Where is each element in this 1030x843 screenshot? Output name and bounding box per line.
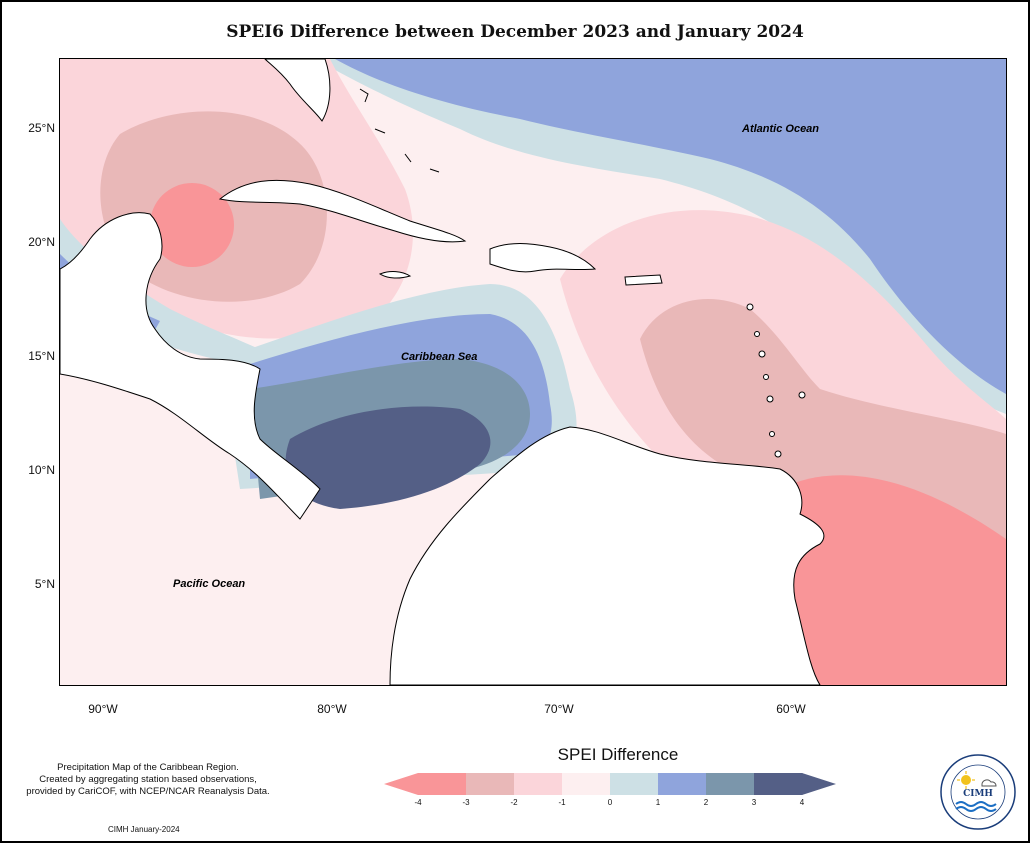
- lat-label-10n: 10°N: [28, 463, 55, 477]
- cimh-logo: CIMH: [938, 752, 1018, 837]
- source-note: Precipitation Map of the Caribbean Regio…: [8, 762, 288, 798]
- legend-swatch: [466, 773, 515, 795]
- negative-3-4-west-core: [150, 183, 234, 267]
- spei-map: [60, 59, 1006, 685]
- legend-swatch: [610, 773, 659, 795]
- island: [754, 331, 760, 337]
- lat-label-20n: 20°N: [28, 235, 55, 249]
- legend-colorbar: [384, 770, 836, 801]
- legend-tick-label: -3: [462, 798, 470, 807]
- legend-tick-label: -4: [414, 798, 422, 807]
- island: [404, 153, 412, 163]
- legend-tick-label: 0: [607, 798, 613, 807]
- island: [763, 374, 769, 380]
- legend-arrow-low: [384, 773, 418, 795]
- lesser-antilles: [746, 303, 806, 458]
- florida: [264, 59, 331, 122]
- lat-label-15n: 15°N: [28, 349, 55, 363]
- legend-arrow-high: [802, 773, 836, 795]
- legend-swatch: [754, 773, 803, 795]
- legend-tick-label: 1: [655, 798, 661, 807]
- legend-swatch: [706, 773, 755, 795]
- island: [766, 395, 774, 403]
- lat-label-25n: 25°N: [28, 121, 55, 135]
- bahamas: [359, 88, 440, 173]
- jamaica: [378, 271, 412, 279]
- cuba: [218, 179, 467, 243]
- hispaniola: [489, 243, 597, 273]
- legend-svg: [384, 773, 836, 795]
- legend-swatch: [562, 773, 611, 795]
- island: [359, 88, 369, 103]
- map-title: SPEI6 Difference between December 2023 a…: [226, 22, 804, 42]
- positive-0-1-band-west: [60, 219, 270, 369]
- island: [758, 350, 766, 358]
- lon-label-60w: 60°W: [776, 702, 806, 716]
- lon-label-80w: 80°W: [317, 702, 347, 716]
- lat-label-5n: 5°N: [34, 577, 55, 591]
- legend-tick-label: -2: [510, 798, 518, 807]
- island: [769, 431, 775, 437]
- lon-label-90w: 90°W: [88, 702, 118, 716]
- legend-swatch: [514, 773, 563, 795]
- legend-tick-label: 4: [799, 798, 805, 807]
- legend-tick-label: 2: [703, 798, 709, 807]
- atlantic-ocean-label: Atlantic Ocean: [742, 123, 820, 135]
- legend-tick-label: 3: [751, 798, 757, 807]
- cimh-logo-icon: [940, 754, 1016, 830]
- positive-3-4-caribbean-core: [285, 406, 491, 509]
- legend-swatch: [418, 773, 467, 795]
- central-america: [60, 212, 321, 520]
- logo-text: CIMH: [963, 789, 993, 799]
- land-masses: [60, 59, 825, 685]
- island: [798, 391, 806, 399]
- source-note-line: Precipitation Map of the Caribbean Regio…: [57, 762, 239, 773]
- island: [429, 168, 440, 173]
- negative-3-4-east-core: [771, 475, 1006, 685]
- pacific-ocean-label: Pacific Ocean: [173, 578, 246, 590]
- lon-label-70w: 70°W: [544, 702, 574, 716]
- legend-tick-label: -1: [558, 798, 566, 807]
- source-note-line: provided by CariCOF, with NCEP/NCAR Rean…: [26, 786, 270, 797]
- credit-text: CIMH January-2024: [108, 825, 180, 834]
- legend-title: SPEI Difference: [557, 745, 679, 764]
- puerto-rico: [624, 274, 663, 286]
- legend-swatch: [658, 773, 707, 795]
- positive-1-2-band-atlantic: [335, 59, 1006, 394]
- island: [374, 128, 386, 134]
- caribbean-sea-label: Caribbean Sea: [401, 351, 478, 363]
- island: [774, 450, 782, 458]
- map-panel[interactable]: [59, 58, 1007, 686]
- island: [746, 303, 754, 311]
- south-america: [389, 426, 825, 685]
- source-note-line: Created by aggregating station based obs…: [39, 774, 257, 785]
